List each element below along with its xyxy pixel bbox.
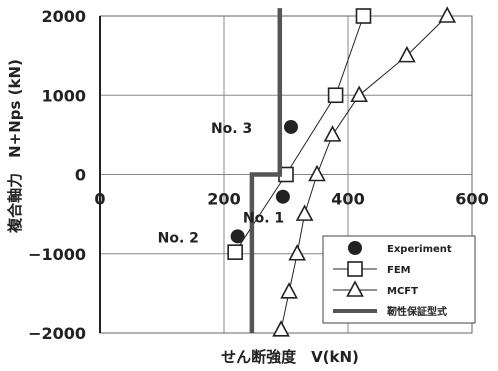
data-point	[398, 45, 416, 63]
y-axis-label: 複合軸力 N+Nps (kN)	[6, 59, 24, 234]
x-axis-label: せん断強度 V(kN)	[221, 348, 359, 366]
x-tick-label: 600	[455, 190, 488, 209]
data-point	[323, 125, 342, 142]
legend-label: FEM	[387, 265, 411, 276]
data-point	[272, 320, 290, 337]
y-tick-label: 0	[75, 166, 86, 185]
y-tick-label: 1000	[41, 86, 86, 105]
label-layer: No. 3 No. 1 No. 2	[158, 121, 285, 246]
series-Experiment	[230, 119, 298, 244]
series-MCFT	[272, 6, 457, 337]
x-tick-label: 200	[207, 190, 240, 209]
x-tick-label: 400	[331, 190, 364, 209]
legend-swatch	[346, 280, 364, 297]
y-tick-label: −1000	[28, 245, 86, 264]
data-point	[230, 229, 245, 244]
point-annotation: No. 3	[211, 121, 252, 137]
data-point	[295, 204, 314, 221]
series-FEM	[227, 8, 372, 260]
data-point	[275, 189, 290, 204]
point-annotation: No. 2	[158, 230, 199, 246]
data-point	[227, 244, 243, 260]
series-line	[249, 8, 283, 333]
data-point	[308, 164, 326, 182]
legend-label: MCFT	[387, 286, 418, 297]
data-point	[355, 8, 372, 24]
x-tick-label: 0	[94, 190, 105, 209]
legend-label: 靭性保証型式	[387, 305, 447, 318]
axes: 2000 1000 0 −1000 −2000 0 200 400 600	[28, 7, 489, 343]
y-tick-label: −2000	[28, 324, 86, 343]
legend-label: Experiment	[387, 244, 452, 255]
legend-swatch	[348, 241, 362, 255]
series-line	[234, 15, 364, 253]
data-point	[438, 6, 457, 23]
legend-swatch	[347, 261, 363, 277]
data-point	[280, 282, 298, 299]
y-tick-label: 2000	[41, 7, 86, 26]
point-annotation: No. 1	[243, 211, 284, 227]
data-point	[288, 244, 306, 261]
data-point	[350, 85, 368, 103]
series-layer	[227, 6, 457, 337]
series-靭性保証型式	[249, 8, 283, 333]
legend-frame	[322, 235, 476, 324]
legend: Experiment FEM MCFT 靭性保証型式	[322, 235, 476, 324]
data-point	[283, 119, 298, 134]
data-point	[327, 87, 344, 104]
